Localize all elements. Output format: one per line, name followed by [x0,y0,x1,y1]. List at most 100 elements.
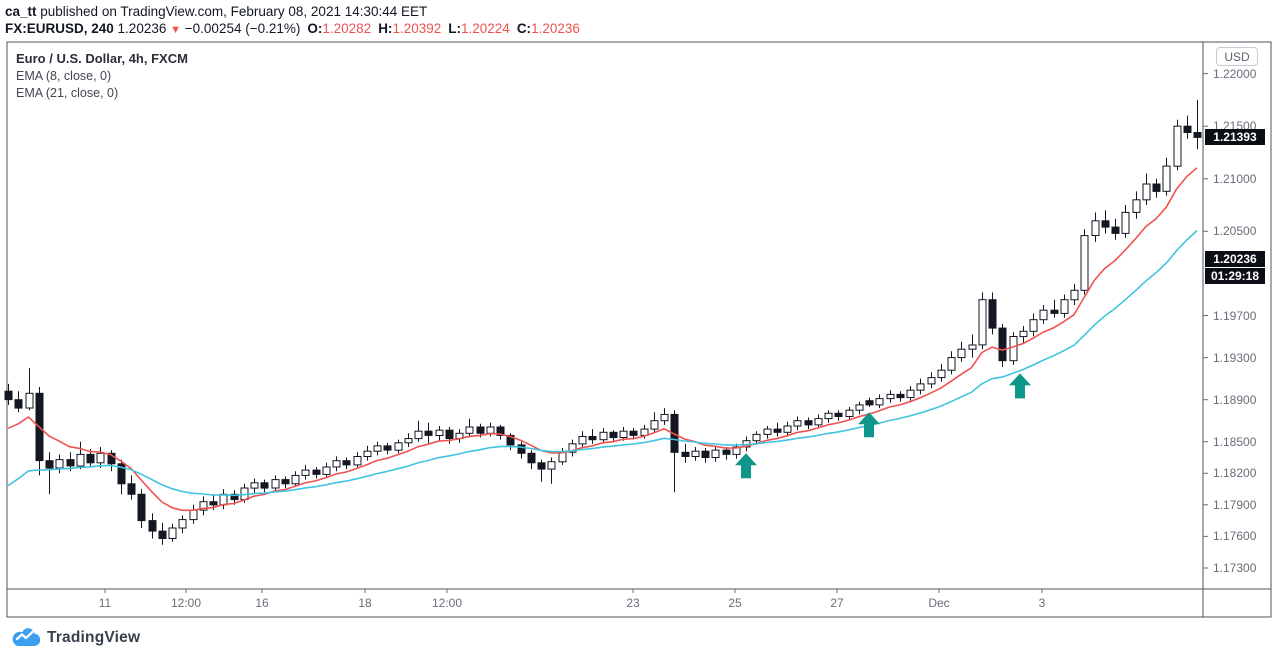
candle-down [701,450,710,459]
candle-down [773,428,782,433]
candle-up [916,383,925,391]
tradingview-wordmark[interactable]: TradingView [47,628,141,646]
candle-down [1111,226,1120,234]
buy-arrow-icon[interactable] [1009,373,1031,399]
candle-down [127,483,136,495]
open-label: O: [307,21,323,36]
ema-8-line [7,167,1198,512]
buy-arrow-icon[interactable] [735,453,757,479]
open-value: 1.20282 [322,21,372,36]
candle-up [1162,165,1171,192]
buy-arrow-icon[interactable] [858,412,880,438]
candle-up [711,449,720,459]
candle-down [137,493,146,522]
candle-down [865,400,874,406]
down-triangle-icon: ▼ [170,24,182,36]
candle-up [486,426,495,434]
time-axis-label: 23 [626,596,640,610]
last-close-badge: 1.21393 [1205,129,1265,146]
time-axis-label: 3 [1038,596,1046,610]
candle-up [875,398,884,406]
candle-up [332,460,341,468]
candle-up [947,357,956,371]
candle-down [107,452,116,465]
candle-down [722,449,731,455]
candle-up [824,412,833,420]
ema8-legend[interactable]: EMA (8, close, 0) [16,68,112,83]
candle-down [496,426,505,436]
candle-down [537,462,546,470]
candle-up [1121,211,1130,234]
candle-down [281,479,290,485]
candle-down [517,444,526,454]
price-axis-label: 1.17900 [1213,497,1257,512]
candle-up [1039,309,1048,321]
candle-up [1142,183,1151,201]
ema21-legend[interactable]: EMA (21, close, 0) [16,86,119,100]
byline-text: published on TradingView.com, February 0… [36,4,428,19]
candle-down [681,451,690,457]
time-axis-label: 11 [98,596,112,610]
candle-up [1060,299,1069,314]
candle-down [14,399,23,409]
low-label: L: [448,21,461,36]
candle-up [619,430,628,439]
currency-toggle-button[interactable]: USD [1216,47,1258,66]
close-value: 1.20236 [531,21,580,36]
tradingview-logo-icon[interactable] [12,628,40,647]
candle-down [445,429,454,440]
candle-up [691,450,700,458]
candle-down [609,431,618,439]
candle-up [814,418,823,426]
candle-up [845,409,854,418]
candle-down [383,445,392,451]
price-axis-label: 1.17300 [1213,560,1257,575]
candle-up [1070,289,1079,301]
candle-down [588,436,597,441]
time-axis-label: 18 [358,596,372,610]
candle-down [117,463,126,485]
candle-up [783,425,792,433]
candle-down [230,493,239,501]
ema-21-line [7,230,1198,497]
candle-up [291,474,300,485]
candle-up [414,430,423,440]
candle-down [1183,125,1192,133]
chart-title[interactable]: Euro / U.S. Dollar, 4h, FXCM [16,51,188,66]
candle-down [1050,309,1059,314]
candle-up [199,501,208,511]
candle-down [804,420,813,426]
candle-down [834,412,843,417]
candle-up [178,519,187,529]
candle-down [209,501,218,506]
candle-up [465,426,474,434]
candle-up [927,377,936,385]
candle-up [1080,235,1089,291]
candle-up [978,299,987,346]
candle-up [855,404,864,411]
candle-down [66,459,75,467]
price-axis-label: 1.17600 [1213,529,1257,544]
candle-up [363,450,372,458]
candle-up [271,479,280,489]
candle-up [394,442,403,451]
candle-down [424,430,433,436]
candle-up [1132,199,1141,213]
candle-down [1193,132,1202,138]
price-axis-label: 1.19700 [1213,308,1257,323]
candle-up [1019,330,1028,338]
candle-up [189,509,198,521]
candle-up [353,456,362,466]
candle-up [1173,125,1182,167]
candle-down [629,430,638,436]
candle-up [599,431,608,441]
price-axis-label: 1.18900 [1213,392,1257,407]
candle-up [1009,336,1018,362]
candle-down [312,469,321,475]
candle-up [968,344,977,350]
candle-up [76,453,85,467]
candle-up [578,436,587,445]
candle-down [260,482,269,489]
candle-down [506,434,515,446]
